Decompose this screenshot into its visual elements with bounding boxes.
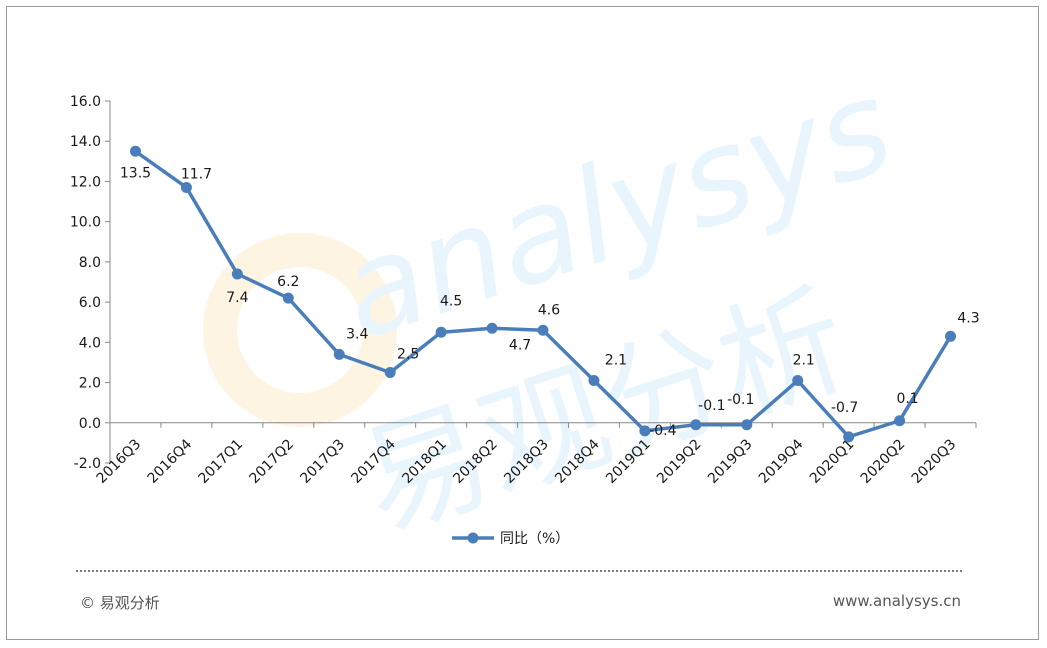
data-label: -0.4 bbox=[649, 423, 676, 439]
x-tick-label: 2019Q4 bbox=[756, 436, 807, 487]
data-point bbox=[894, 415, 906, 427]
data-point bbox=[231, 268, 243, 280]
x-tick-label: 2016Q3 bbox=[94, 436, 145, 487]
data-label: 11.7 bbox=[181, 166, 212, 182]
website-link[interactable]: www.analysys.cn bbox=[832, 592, 961, 610]
copyright-text: © 易观分析 bbox=[80, 594, 160, 612]
data-point bbox=[537, 324, 549, 336]
data-label: 7.4 bbox=[226, 290, 248, 306]
x-tick-label: 2020Q1 bbox=[807, 436, 858, 487]
data-label: 4.6 bbox=[538, 302, 560, 318]
data-point bbox=[945, 330, 957, 342]
data-point bbox=[486, 322, 498, 334]
data-label: -0.1 bbox=[698, 398, 725, 414]
data-point bbox=[588, 375, 600, 387]
y-tick-label: 12.0 bbox=[70, 174, 101, 190]
watermark-logo-icon bbox=[203, 233, 397, 427]
x-tick-label: 2016Q4 bbox=[145, 436, 196, 487]
chart-frame bbox=[6, 6, 1039, 640]
data-point bbox=[741, 419, 753, 431]
x-tick-label: 2017Q3 bbox=[297, 436, 348, 487]
data-point bbox=[129, 145, 141, 157]
x-tick-label: 2020Q3 bbox=[909, 436, 960, 487]
data-point bbox=[792, 375, 804, 387]
series-group bbox=[129, 145, 957, 443]
data-point bbox=[639, 425, 651, 437]
data-label: 2.1 bbox=[793, 353, 815, 369]
x-tick-label: 2017Q2 bbox=[247, 436, 298, 487]
data-point bbox=[435, 326, 447, 338]
data-point bbox=[690, 419, 702, 431]
y-tick-label: 4.0 bbox=[79, 335, 101, 351]
data-label: 2.5 bbox=[397, 347, 419, 363]
legend-marker bbox=[467, 532, 479, 544]
data-point bbox=[843, 431, 855, 443]
data-point bbox=[282, 292, 294, 304]
data-label: 13.5 bbox=[120, 165, 151, 181]
data-label: -0.1 bbox=[727, 392, 754, 408]
footer-divider bbox=[76, 570, 962, 572]
data-point bbox=[333, 348, 345, 360]
y-tick-label: 10.0 bbox=[70, 215, 101, 231]
data-point bbox=[384, 367, 396, 378]
legend-label: 同比（%） bbox=[500, 531, 569, 547]
y-tick-label: 6.0 bbox=[79, 295, 101, 311]
y-tick-label: 2.0 bbox=[79, 376, 101, 392]
data-label: 0.1 bbox=[896, 391, 918, 407]
data-label: 4.7 bbox=[509, 337, 531, 353]
y-tick-label: 16.0 bbox=[70, 94, 101, 110]
data-label: -0.7 bbox=[831, 400, 858, 416]
data-label: 6.2 bbox=[277, 274, 299, 290]
data-point bbox=[180, 181, 192, 193]
data-labels: 13.5 11.7 7.4 6.2 3.4 2.5 4.5 4.7 4.6 2.1 -0.4 -0.1… bbox=[120, 165, 980, 439]
x-tick-label: 2017Q1 bbox=[196, 436, 247, 487]
y-tick-label: -2.0 bbox=[74, 456, 101, 472]
y-tick-label: 0.0 bbox=[79, 416, 101, 432]
y-tick-label: 14.0 bbox=[70, 134, 101, 150]
data-label: 3.4 bbox=[346, 326, 368, 342]
y-tick-label: 8.0 bbox=[79, 255, 101, 271]
data-label: 4.3 bbox=[957, 310, 979, 326]
data-label: 2.1 bbox=[605, 353, 627, 369]
legend: 同比（%） bbox=[452, 531, 569, 547]
x-tick-label: 2020Q2 bbox=[858, 436, 909, 487]
data-label: 4.5 bbox=[440, 293, 462, 309]
